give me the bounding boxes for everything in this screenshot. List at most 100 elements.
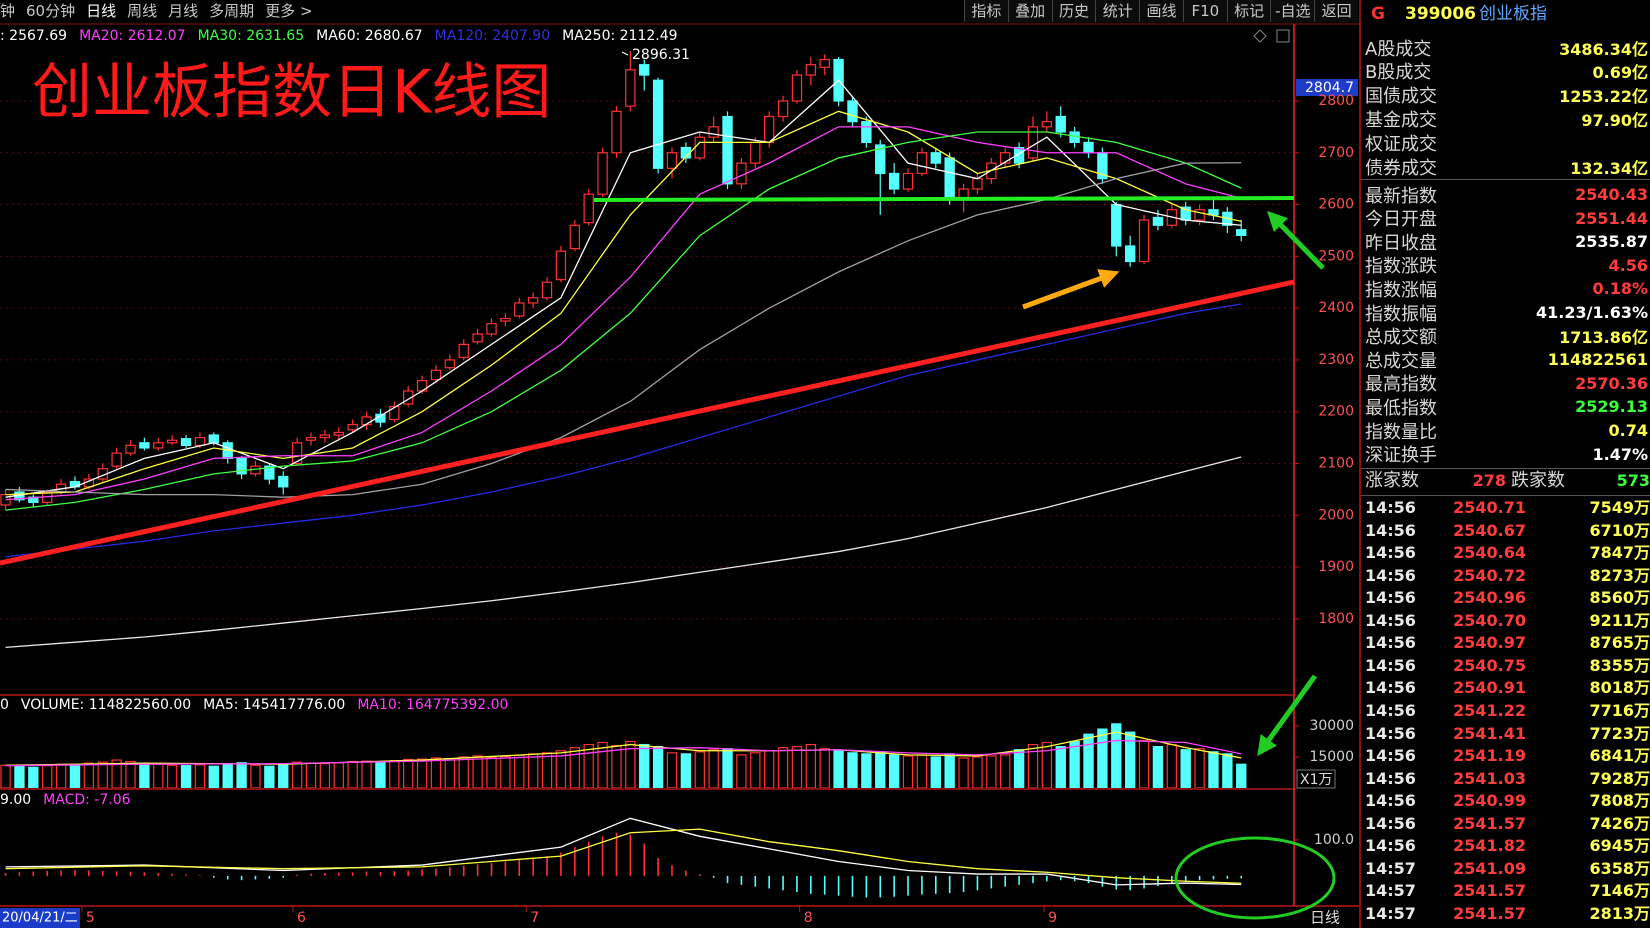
volume-bar: [875, 751, 886, 788]
tick-row: 14:56 2541.82 6945万: [1361, 835, 1650, 857]
toolbar-item[interactable]: F10: [1182, 0, 1227, 22]
candle-body: [694, 136, 705, 159]
cursor-price-box: [1296, 79, 1358, 96]
toolbar-item[interactable]: 叠加: [1007, 0, 1052, 22]
candle-body: [861, 121, 872, 143]
legend-item: MA250: 2112.49: [562, 28, 677, 44]
panel: [0, 51, 1294, 649]
legend-item: MA60: 2680.67: [316, 28, 423, 44]
quote-row: A股成交 3486.34亿: [1365, 36, 1648, 60]
peak-label: 2896.31: [632, 47, 690, 63]
candle-body: [625, 69, 636, 107]
volume-bar: [1194, 748, 1205, 788]
quote-value: 0.69亿: [1592, 63, 1648, 83]
y-tick-label: 100.0: [1314, 832, 1354, 848]
candle-body: [791, 74, 803, 102]
tick-time: 14:57: [1365, 858, 1416, 878]
y-tick-label: 2000: [1318, 507, 1354, 523]
volume-bar: [819, 748, 830, 788]
candle-body: [1000, 152, 1011, 164]
candle-body: [750, 141, 761, 164]
quote-label: 最低指数: [1365, 397, 1437, 419]
volume-bar: [916, 754, 928, 788]
candle-body: [208, 434, 219, 444]
volume-bar: [972, 756, 983, 788]
tick-row: 14:56 2541.03 7928万: [1361, 768, 1650, 790]
tick-row: 14:56 2540.91 8018万: [1361, 677, 1650, 699]
ma-line: [5, 126, 1242, 501]
tick-volume: 8765万: [1589, 633, 1650, 653]
toolbar-item[interactable]: -自选: [1270, 0, 1315, 22]
tick-price: 2541.82: [1453, 836, 1526, 856]
quote-value: 114822561: [1547, 350, 1648, 370]
y-tick-label: 1800: [1318, 611, 1354, 627]
quote-label: 国债成交: [1365, 86, 1437, 108]
quote-row: 指数涨幅 0.18%: [1365, 277, 1648, 301]
tick-time: 14:56: [1365, 836, 1416, 856]
tick-row: 14:57 2541.57 7146万: [1361, 880, 1650, 902]
toolbar-item[interactable]: 日线: [86, 2, 117, 20]
quote-row: 基金成交 97.90亿: [1365, 107, 1648, 131]
x-tick-label: 8: [804, 910, 813, 926]
volume-bar: [166, 764, 178, 788]
candle-body: [1152, 216, 1164, 226]
volume-bar: [416, 758, 428, 788]
candle-body: [194, 437, 206, 446]
y-tick-label: 2600: [1318, 197, 1354, 213]
legend-item: 0: [0, 697, 9, 713]
volume-bar: [222, 762, 233, 788]
y-tick-label: 2800: [1318, 93, 1354, 109]
y-tick-label: 30000: [1309, 718, 1354, 734]
tick-row: 14:56 2541.57 7426万: [1361, 813, 1650, 835]
tick-time: 14:56: [1365, 700, 1416, 720]
tick-time: 14:56: [1365, 678, 1416, 698]
volume-bar: [55, 763, 67, 788]
quote-row: 最新指数 2540.43: [1365, 183, 1648, 207]
volume-bar: [1055, 746, 1066, 788]
ma-line: [5, 817, 1242, 886]
volume-bar: [14, 765, 25, 788]
quote-label: 指数涨幅: [1365, 279, 1437, 301]
quote-value: 2551.44: [1575, 208, 1648, 228]
toolbar-item[interactable]: 多周期: [209, 2, 255, 20]
x-tick-label: 7: [530, 910, 539, 926]
volume-bar: [1124, 731, 1136, 788]
toolbar-item[interactable]: 画线: [1139, 0, 1183, 22]
volume-bar: [319, 762, 331, 788]
volume-bar: [444, 758, 456, 788]
toolbar-item[interactable]: 月线: [168, 2, 199, 20]
tick-row: 14:56 2540.96 8560万: [1361, 587, 1650, 609]
down-label: 跌家数: [1511, 470, 1565, 491]
toolbar-item[interactable]: 更多 >: [265, 2, 313, 20]
tick-row: 14:56 2540.70 9211万: [1361, 610, 1650, 632]
arrow: [1022, 269, 1120, 310]
volume-bar: [375, 761, 386, 788]
toolbar-item[interactable]: 返回: [1314, 0, 1359, 22]
y-tick-label: 2300: [1318, 352, 1354, 368]
tick-time: 14:56: [1365, 791, 1416, 811]
tick-price: 2540.91: [1453, 678, 1526, 698]
separator: [1361, 179, 1650, 180]
toolbar-item[interactable]: 钟: [0, 2, 16, 20]
volume-bar: [1041, 741, 1053, 788]
toolbar-item[interactable]: 周线: [127, 2, 158, 20]
unit-box: [1296, 769, 1336, 789]
tick-price: 2541.09: [1453, 858, 1526, 878]
quote-value: 41.23/1.63%: [1536, 303, 1648, 322]
volume-bar: [389, 760, 400, 788]
y-tick-label: 2100: [1318, 456, 1354, 472]
candle-body: [236, 457, 247, 475]
candle-body: [583, 193, 594, 224]
volume-bar: [652, 746, 664, 788]
candle-body: [347, 424, 358, 431]
candle-body: [389, 405, 400, 421]
toolbar-item[interactable]: 60分钟: [26, 2, 76, 20]
toolbar-item[interactable]: 统计: [1095, 0, 1140, 22]
toolbar-item[interactable]: 指标: [964, 0, 1008, 22]
tick-time: 14:57: [1365, 903, 1416, 923]
candle-body: [472, 333, 483, 343]
quote-label: 最高指数: [1365, 374, 1437, 396]
tick-volume: 2813万: [1589, 903, 1650, 923]
toolbar-item[interactable]: 历史: [1051, 0, 1096, 22]
toolbar-item[interactable]: 标记: [1226, 0, 1271, 22]
